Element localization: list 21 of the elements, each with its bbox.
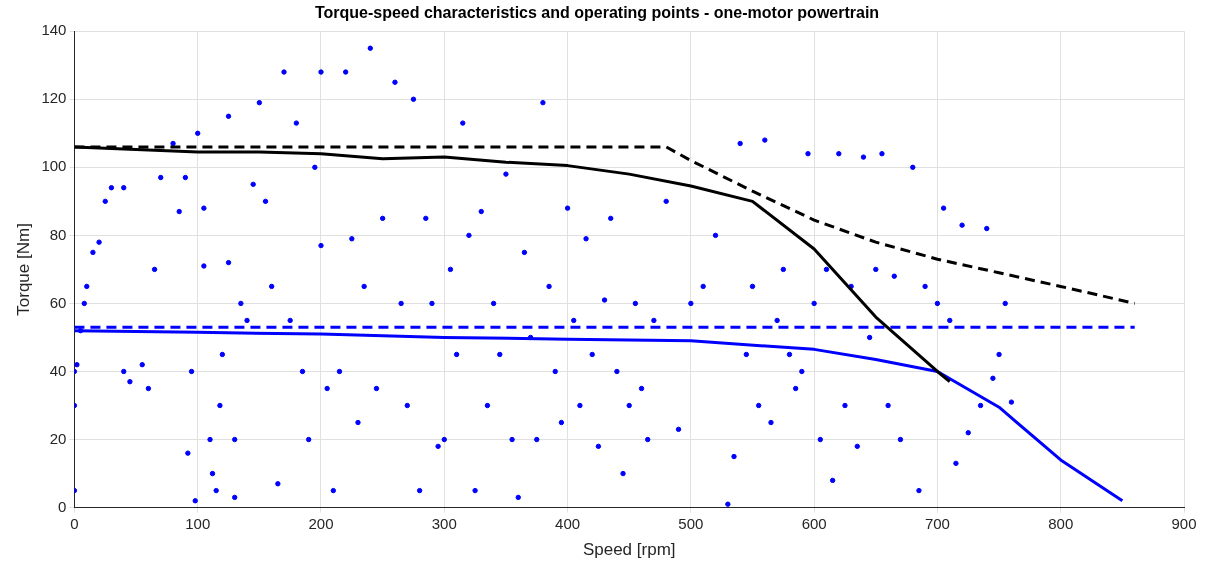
x-tick-label: 400 <box>555 514 581 532</box>
x-tick-label: 500 <box>678 514 704 532</box>
x-tick-label: 200 <box>308 514 334 532</box>
x-axis-title: Speed [rpm] <box>582 540 676 560</box>
x-tick-label: 900 <box>1171 514 1197 532</box>
y-tick-label: 120 <box>41 89 67 107</box>
x-tick-label: 100 <box>185 514 211 532</box>
y-tick-label: 100 <box>41 157 67 175</box>
x-tick-label: 0 <box>70 514 79 532</box>
y-tick-label: 0 <box>58 497 67 515</box>
x-tick-label: 700 <box>924 514 950 532</box>
x-tick-label: 600 <box>801 514 827 532</box>
y-tick-label: 60 <box>49 293 67 311</box>
chart-title: Torque-speed characteristics and operating points - one-motor powertrain <box>314 4 880 22</box>
x-tick-label: 800 <box>1048 514 1074 532</box>
y-tick-label: 40 <box>49 361 67 379</box>
y-tick-label: 80 <box>49 225 67 243</box>
y-tick-label: 20 <box>49 429 67 447</box>
y-axis-title: Torque [Nm] <box>13 223 33 316</box>
x-tick-label: 300 <box>431 514 457 532</box>
y-tick-label: 140 <box>41 21 67 39</box>
